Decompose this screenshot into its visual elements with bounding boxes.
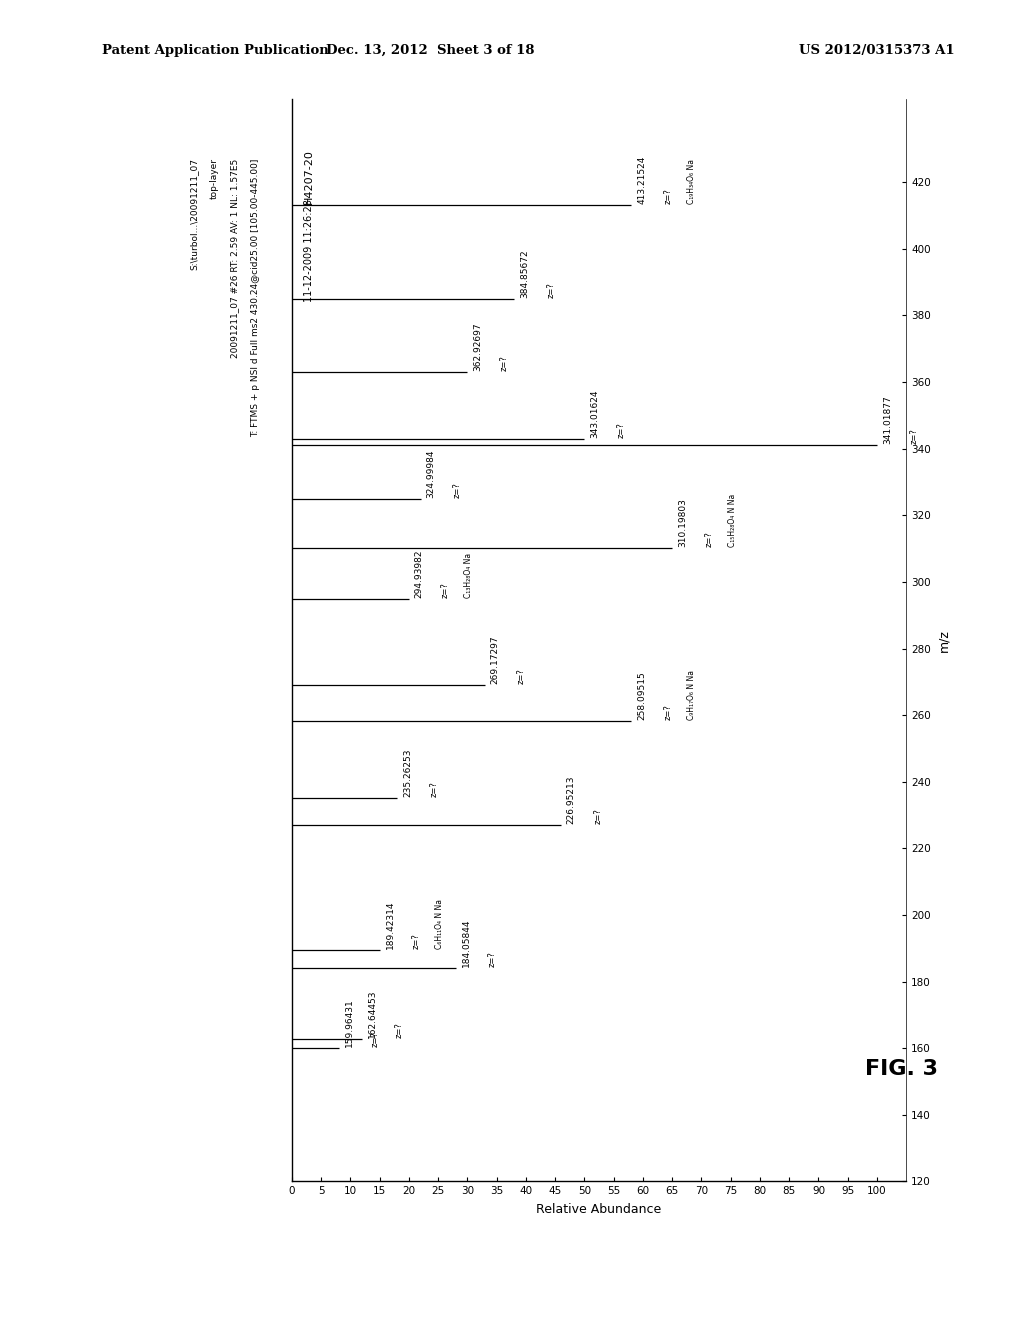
Text: z=?: z=? [616, 422, 626, 438]
Text: z=?: z=? [547, 282, 555, 298]
Text: z=?: z=? [593, 808, 602, 824]
Text: US 2012/0315373 A1: US 2012/0315373 A1 [799, 44, 954, 57]
X-axis label: Relative Abundance: Relative Abundance [537, 1204, 662, 1216]
Text: 159.96431: 159.96431 [344, 998, 353, 1047]
Text: 226.95213: 226.95213 [567, 776, 575, 824]
Text: z=?: z=? [664, 705, 673, 721]
Text: 189.42314: 189.42314 [385, 900, 394, 949]
Y-axis label: m/z: m/z [938, 628, 951, 652]
Text: z=?: z=? [500, 355, 509, 371]
Text: 343.01624: 343.01624 [590, 389, 599, 438]
Text: 384.85672: 384.85672 [520, 249, 529, 298]
Text: z=?: z=? [909, 429, 919, 445]
Text: z=?: z=? [517, 668, 526, 684]
Text: 341.01877: 341.01877 [883, 396, 892, 445]
Text: C₉H₁₇O₆ N Na: C₉H₁₇O₆ N Na [687, 671, 696, 721]
Text: 294.93982: 294.93982 [415, 549, 424, 598]
Text: z=?: z=? [394, 1023, 403, 1039]
Text: 11-12-2009 11:26:28: 11-12-2009 11:26:28 [303, 199, 313, 302]
Text: z=?: z=? [705, 531, 714, 546]
Text: FIG. 3: FIG. 3 [864, 1059, 938, 1080]
Text: z=?: z=? [664, 187, 673, 203]
Text: 324.99984: 324.99984 [426, 449, 435, 498]
Text: z=?: z=? [371, 1031, 380, 1047]
Text: S:\turbol...\20091211_07: S:\turbol...\20091211_07 [189, 158, 199, 271]
Text: 258.09515: 258.09515 [637, 672, 646, 721]
Text: H4207-20: H4207-20 [303, 149, 313, 203]
Text: z=?: z=? [412, 933, 421, 949]
Text: T: FTMS + p NSI d Full ms2 430.24@cid25.00 [105.00-445.00]: T: FTMS + p NSI d Full ms2 430.24@cid25.… [251, 158, 260, 437]
Text: C₁₅H₂₈O₄ N Na: C₁₅H₂₈O₄ N Na [728, 494, 737, 546]
Text: 362.92697: 362.92697 [473, 322, 482, 371]
Text: 310.19803: 310.19803 [678, 498, 687, 546]
Text: C₁₃H₂₈O₄ Na: C₁₃H₂₈O₄ Na [465, 553, 473, 598]
Text: 269.17297: 269.17297 [490, 635, 500, 684]
Text: 184.05844: 184.05844 [462, 919, 471, 968]
Text: Dec. 13, 2012  Sheet 3 of 18: Dec. 13, 2012 Sheet 3 of 18 [326, 44, 535, 57]
Text: 20091211_07 #26 RT: 2.59 AV: 1 NL: 1.57E5: 20091211_07 #26 RT: 2.59 AV: 1 NL: 1.57E… [230, 158, 240, 358]
Text: z=?: z=? [429, 780, 438, 796]
Text: 235.26253: 235.26253 [403, 748, 412, 796]
Text: z=?: z=? [441, 582, 451, 598]
Text: 413.21524: 413.21524 [637, 156, 646, 203]
Text: C₆H₁₁O₄ N Na: C₆H₁₁O₄ N Na [435, 899, 444, 949]
Text: Patent Application Publication: Patent Application Publication [102, 44, 329, 57]
Text: 162.64453: 162.64453 [368, 990, 377, 1039]
Text: z=?: z=? [453, 482, 462, 498]
Text: top-layer: top-layer [210, 158, 219, 199]
Text: C₁₉H₃₄O₆ Na: C₁₉H₃₄O₆ Na [687, 158, 696, 203]
Text: z=?: z=? [487, 952, 497, 968]
